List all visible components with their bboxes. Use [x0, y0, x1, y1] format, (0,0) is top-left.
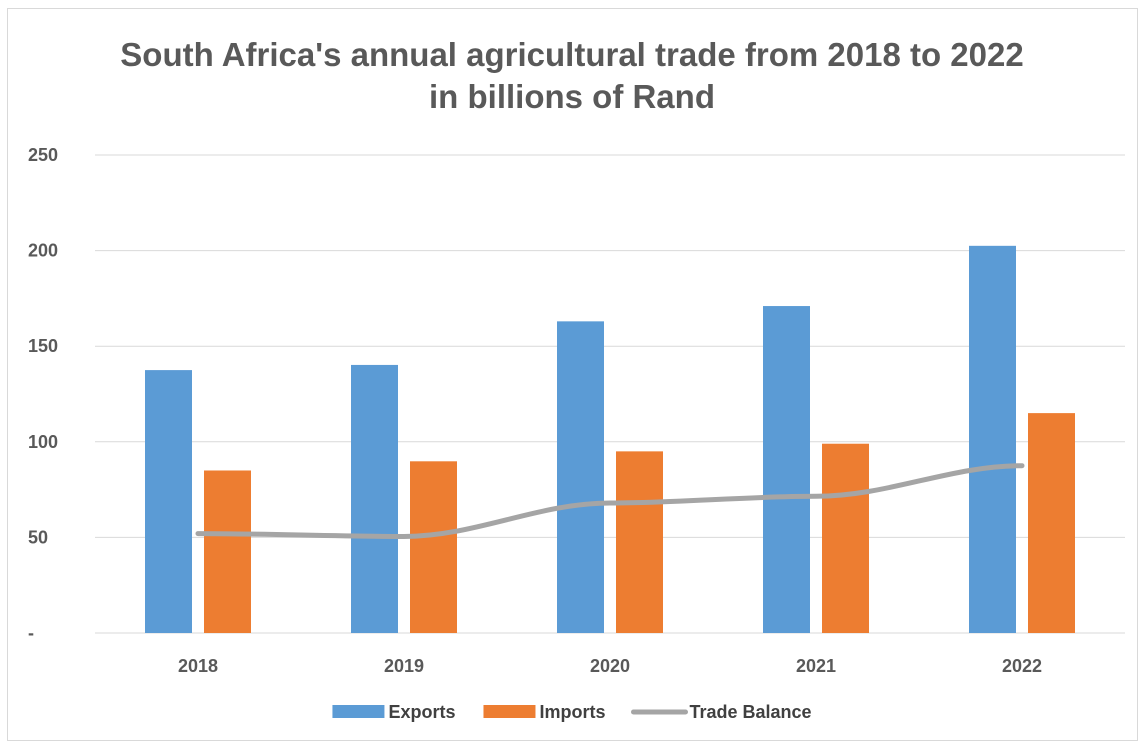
- gridlines: [95, 154, 1125, 634]
- exports-bar: [763, 306, 810, 633]
- exports-bar: [351, 364, 398, 633]
- exports-bar: [557, 321, 604, 633]
- y-tick-label: 200: [28, 241, 58, 261]
- y-tick-label: 100: [28, 432, 58, 452]
- exports-bar: [969, 245, 1016, 633]
- x-tick-label: 2021: [796, 656, 836, 676]
- imports-bar: [616, 451, 663, 633]
- chart-title: South Africa's annual agricultural trade…: [0, 34, 1144, 118]
- y-tick-label: -: [28, 623, 34, 643]
- trade-balance-line: [195, 463, 1025, 539]
- exports-bar: [145, 370, 192, 633]
- imports-bar: [410, 461, 457, 633]
- legend-label-imports: Imports: [539, 702, 605, 722]
- imports-bar: [1028, 413, 1075, 633]
- y-tick-label: 150: [28, 336, 58, 356]
- legend-label-exports: Exports: [388, 702, 455, 722]
- x-tick-label: 2020: [590, 656, 630, 676]
- x-tick-label: 2019: [384, 656, 424, 676]
- legend-swatch-imports: [483, 705, 536, 718]
- x-tick-label: 2018: [178, 656, 218, 676]
- chart-title-line-2: in billions of Rand: [429, 78, 715, 115]
- bars: [145, 245, 1075, 633]
- legend-swatch-exports: [332, 705, 385, 718]
- imports-bar: [204, 470, 251, 633]
- imports-bar: [822, 443, 869, 633]
- legend-label-trade-balance: Trade Balance: [689, 702, 811, 722]
- x-axis-ticks: 2018 2019 2020 2021 2022: [178, 656, 1042, 676]
- chart-title-line-1: South Africa's annual agricultural trade…: [120, 36, 1024, 73]
- y-tick-label: 50: [28, 527, 48, 547]
- trade-balance-line: [195, 463, 1025, 539]
- y-tick-label: 250: [28, 145, 58, 165]
- y-axis-ticks: - 50 100 150 200 250: [28, 145, 58, 643]
- x-tick-label: 2022: [1002, 656, 1042, 676]
- legend: Exports Imports Trade Balance: [332, 702, 812, 722]
